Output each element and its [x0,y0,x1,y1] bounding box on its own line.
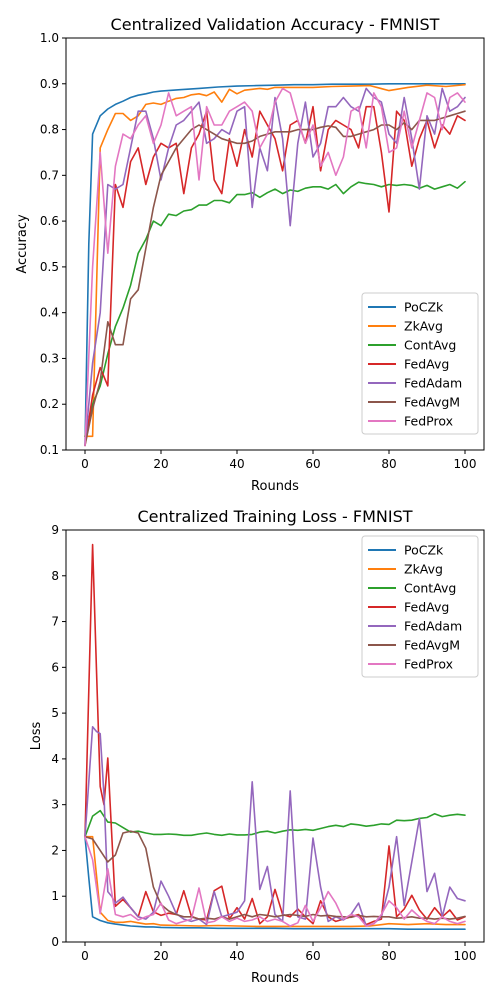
y-axis-label: Loss [29,722,44,751]
y-tick-label: 0.8 [40,123,59,137]
plot-frame [65,37,485,451]
series-line-poczk [84,835,466,931]
plot-frame [65,529,485,943]
y-tick-label: 0.2 [40,397,59,411]
chart-title: Centralized Training Loss - FMNIST [137,507,412,526]
y-tick-label: 0.1 [40,443,59,457]
series-line-fedavgm [84,830,466,920]
legend-label: ZkAvg [404,319,443,334]
legend-label: ZkAvg [404,562,443,577]
y-tick-label: 0.7 [40,168,59,182]
legend: PoCZk ZkAvg ContAvg FedAvg FedAdam FedAvgM Fed… [361,535,479,678]
y-tick-label: 5 [51,706,59,720]
y-tick-label: 0 [51,935,59,949]
x-tick-label: 80 [381,949,396,963]
legend-label: PoCZk [404,300,444,315]
chart-title: Centralized Validation Accuracy - FMNIST [111,15,440,34]
series-line-zkavg [84,83,466,438]
axis-ticks: 0 20 40 60 80 100 0.1 0.2 0.3 0.4 0.5 0.6 0.7 0.8 0.9 1… [40,31,477,471]
x-tick-label: 0 [81,949,89,963]
y-tick-label: 0.5 [40,260,59,274]
y-tick-label: 2 [51,843,59,857]
legend-label: FedProx [404,657,453,672]
x-tick-label: 80 [381,457,396,471]
accuracy-chart: Centralized Validation Accuracy - FMNIST… [15,15,485,494]
legend-box [361,292,479,435]
series-line-fedprox [84,87,466,447]
series-lines [84,83,466,447]
legend-label: PoCZk [404,543,444,558]
x-tick-label: 100 [454,949,477,963]
series-line-fedadam [84,87,466,447]
x-tick-label: 100 [454,457,477,471]
legend-box [361,535,479,678]
y-tick-label: 1 [51,889,59,903]
legend-label: FedProx [404,414,453,429]
x-tick-label: 60 [305,457,320,471]
x-tick-label: 20 [153,457,168,471]
y-tick-label: 4 [51,752,59,766]
axis-ticks: 0 20 40 60 80 100 0 1 2 3 4 5 6 7 8 9 [51,523,476,963]
legend-label: FedAvgM [404,638,460,653]
legend-label: FedAvg [404,600,449,615]
x-axis-label: Rounds [251,479,299,494]
y-tick-label: 0.9 [40,77,59,91]
series-line-fedprox [84,835,466,927]
series-line-zkavg [84,835,466,928]
x-axis-label: Rounds [251,971,299,986]
y-tick-label: 3 [51,798,59,812]
legend-label: FedAdam [404,376,462,391]
loss-chart: Centralized Training Loss - FMNIST Round… [29,507,485,986]
y-tick-label: 0.4 [40,306,59,320]
x-tick-label: 60 [305,949,320,963]
y-tick-label: 0.6 [40,214,59,228]
legend-label: FedAdam [404,619,462,634]
x-tick-label: 20 [153,949,168,963]
x-tick-label: 40 [229,457,244,471]
y-tick-label: 1.0 [40,31,59,45]
legend: PoCZk ZkAvg ContAvg FedAvg FedAdam FedAvgM Fed… [361,292,479,435]
x-tick-label: 40 [229,949,244,963]
legend-label: ContAvg [404,581,456,596]
y-tick-label: 0.3 [40,351,59,365]
y-tick-label: 8 [51,569,59,583]
legend-label: FedAvg [404,357,449,372]
series-line-poczk [84,83,466,447]
y-tick-label: 6 [51,660,59,674]
series-line-contavg [84,809,466,838]
legend-label: FedAvgM [404,395,460,410]
legend-label: ContAvg [404,338,456,353]
y-axis-label: Accuracy [15,214,30,274]
y-tick-label: 9 [51,523,59,537]
series-line-fedadam [84,725,466,927]
series-lines [84,543,466,931]
x-tick-label: 0 [81,457,89,471]
y-tick-label: 7 [51,615,59,629]
